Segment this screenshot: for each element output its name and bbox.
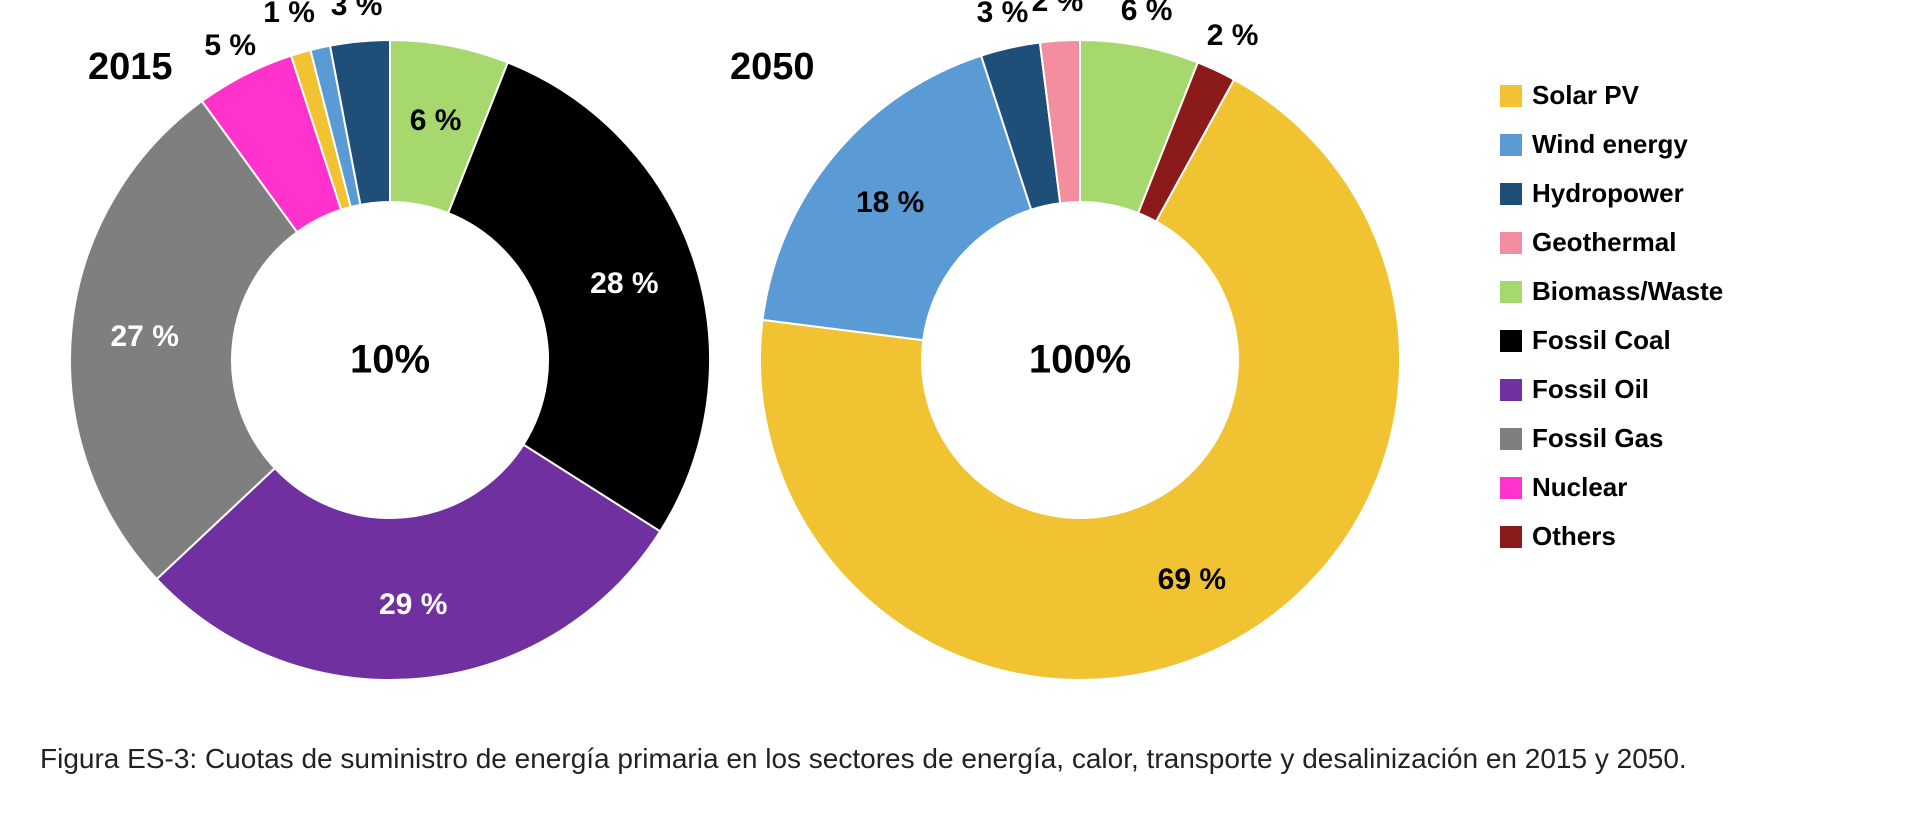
figure-caption: Figura ES-3: Cuotas de suministro de ene… <box>40 740 1880 778</box>
legend-swatch <box>1500 281 1522 303</box>
legend-label: Geothermal <box>1532 227 1677 258</box>
legend-item: Biomass/Waste <box>1500 276 1723 307</box>
legend-item: Wind energy <box>1500 129 1723 160</box>
legend-label: Biomass/Waste <box>1532 276 1723 307</box>
legend-swatch <box>1500 134 1522 156</box>
legend-label: Hydropower <box>1532 178 1684 209</box>
legend-item: Nuclear <box>1500 472 1723 503</box>
donut-slice <box>448 62 710 531</box>
legend-swatch <box>1500 330 1522 352</box>
legend: Solar PV Wind energy Hydropower Geothermal B… <box>1500 80 1723 552</box>
slice-label: 69 % <box>1158 563 1226 597</box>
legend-swatch <box>1500 526 1522 548</box>
legend-item: Geothermal <box>1500 227 1723 258</box>
slice-label: 2 % <box>1032 0 1084 19</box>
slice-label: 27 % <box>110 320 178 354</box>
legend-swatch <box>1500 85 1522 107</box>
slice-label: 6 % <box>410 104 462 138</box>
legend-label: Fossil Gas <box>1532 423 1664 454</box>
legend-label: Fossil Coal <box>1532 325 1671 356</box>
charts-row: 2015 10% 6 %28 %29 %27 %5 %1 %3 % 2050 1… <box>40 20 1880 740</box>
legend-item: Hydropower <box>1500 178 1723 209</box>
legend-label: Nuclear <box>1532 472 1627 503</box>
legend-label: Wind energy <box>1532 129 1688 160</box>
donut-wrap-2050: 100% 6 %2 %69 %18 %3 %2 % <box>760 40 1400 680</box>
slice-label: 3 % <box>331 0 383 23</box>
donut-center-label-2050: 100% <box>1029 338 1131 383</box>
legend-item: Others <box>1500 521 1723 552</box>
legend-label: Fossil Oil <box>1532 374 1649 405</box>
legend-label: Solar PV <box>1532 80 1639 111</box>
legend-item: Solar PV <box>1500 80 1723 111</box>
slice-label: 3 % <box>977 0 1029 30</box>
slice-label: 28 % <box>590 267 658 301</box>
donut-wrap-2015: 10% 6 %28 %29 %27 %5 %1 %3 % <box>70 40 710 680</box>
legend-label: Others <box>1532 521 1616 552</box>
legend-item: Fossil Oil <box>1500 374 1723 405</box>
slice-label: 18 % <box>856 186 924 220</box>
legend-item: Fossil Coal <box>1500 325 1723 356</box>
legend-swatch <box>1500 183 1522 205</box>
donut-center-label-2015: 10% <box>350 338 430 383</box>
slice-label: 2 % <box>1207 19 1259 53</box>
slice-label: 6 % <box>1121 0 1173 28</box>
donut-chart-2015: 2015 10% 6 %28 %29 %27 %5 %1 %3 % <box>40 20 730 700</box>
slice-label: 5 % <box>204 29 256 63</box>
legend-item: Fossil Gas <box>1500 423 1723 454</box>
donut-chart-2050: 2050 100% 6 %2 %69 %18 %3 %2 % <box>730 20 1440 700</box>
legend-swatch <box>1500 477 1522 499</box>
legend-swatch <box>1500 232 1522 254</box>
figure-container: 2015 10% 6 %28 %29 %27 %5 %1 %3 % 2050 1… <box>0 0 1920 836</box>
legend-swatch <box>1500 428 1522 450</box>
legend-swatch <box>1500 379 1522 401</box>
slice-label: 1 % <box>263 0 315 30</box>
slice-label: 29 % <box>379 588 447 622</box>
